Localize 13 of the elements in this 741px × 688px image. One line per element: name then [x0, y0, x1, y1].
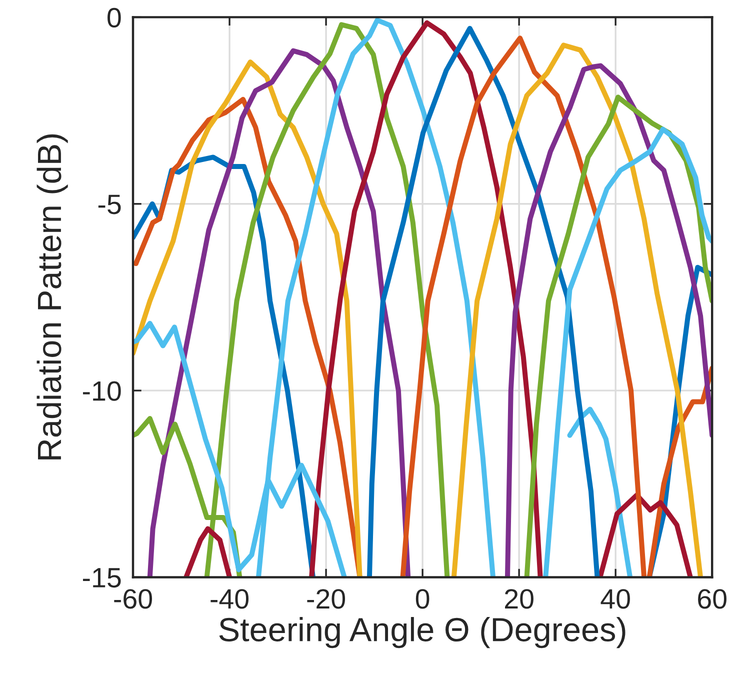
x-tick-label: 0	[416, 589, 430, 609]
x-tick-label: 40	[600, 589, 630, 609]
x-axis-title: Steering Angle Θ (Degrees)	[219, 617, 626, 648]
x-tick-label: 20	[505, 589, 534, 609]
y-tick-label: 0	[108, 8, 121, 28]
x-tick-label: -20	[307, 589, 346, 609]
x-tick-label: 60	[698, 589, 726, 609]
x-tick-label: -60	[114, 589, 152, 609]
x-tick-label: -40	[210, 589, 249, 609]
y-tick-label: -5	[98, 194, 121, 214]
y-axis-title: Radiation Pattern (dB)	[36, 134, 68, 460]
y-tick-label: -15	[82, 568, 121, 588]
y-tick-label: -10	[82, 381, 121, 401]
